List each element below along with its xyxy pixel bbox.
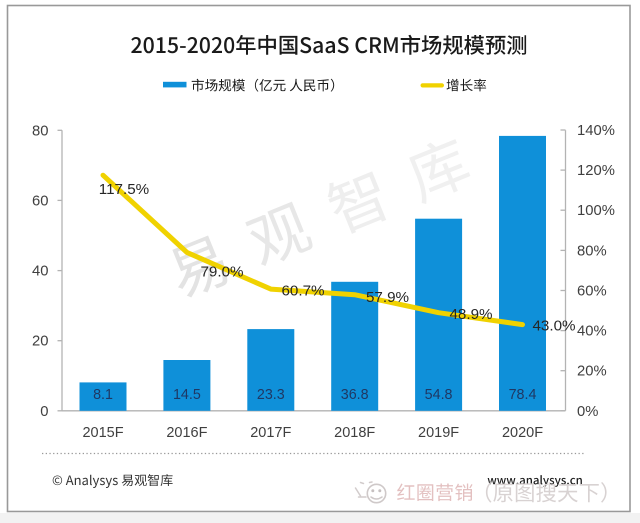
svg-text:140%: 140% [577,123,615,139]
svg-text:80: 80 [32,123,48,139]
svg-text:2018F: 2018F [334,425,375,441]
svg-text:54.8: 54.8 [425,387,453,403]
svg-text:2015F: 2015F [82,425,123,441]
svg-text:117.5%: 117.5% [99,181,149,198]
svg-text:2019F: 2019F [418,425,459,441]
svg-text:60: 60 [32,193,48,209]
svg-text:2016F: 2016F [166,425,207,441]
svg-text:120%: 120% [577,163,615,179]
svg-text:20: 20 [32,334,48,350]
svg-text:79.0%: 79.0% [200,264,243,281]
svg-text:8.1: 8.1 [93,387,113,403]
svg-text:48.9%: 48.9% [449,306,492,323]
svg-text:60%: 60% [577,284,607,300]
svg-text:40%: 40% [577,324,607,340]
svg-text:0: 0 [40,404,48,420]
svg-text:78.4: 78.4 [509,387,537,403]
svg-text:2017F: 2017F [250,425,291,441]
svg-text:100%: 100% [577,203,615,219]
svg-text:20%: 20% [577,364,607,380]
svg-text:14.5: 14.5 [173,387,201,403]
svg-text:57.9%: 57.9% [366,289,409,306]
svg-text:43.0%: 43.0% [532,318,575,335]
svg-text:0%: 0% [577,404,598,420]
svg-text:60.7%: 60.7% [281,283,324,300]
svg-text:23.3: 23.3 [257,387,285,403]
svg-text:2020F: 2020F [502,425,543,441]
svg-text:80%: 80% [577,243,607,259]
svg-text:36.8: 36.8 [341,387,369,403]
svg-text:40: 40 [32,264,48,280]
